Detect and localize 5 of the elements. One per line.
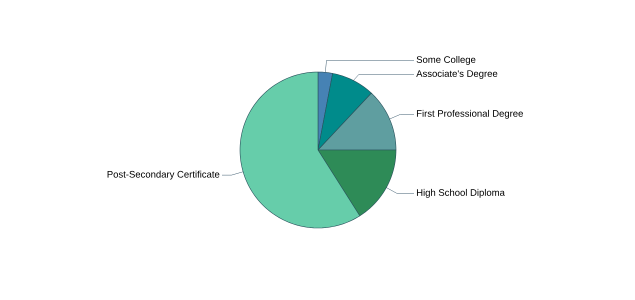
slice-label: Some College — [416, 56, 476, 65]
slice-label: High School Diploma — [416, 188, 505, 198]
slice-label: Associate's Degree — [416, 70, 498, 79]
slice-label: First Professional Degree — [416, 110, 523, 119]
slice-label: Post-Secondary Certificate — [108, 170, 220, 180]
